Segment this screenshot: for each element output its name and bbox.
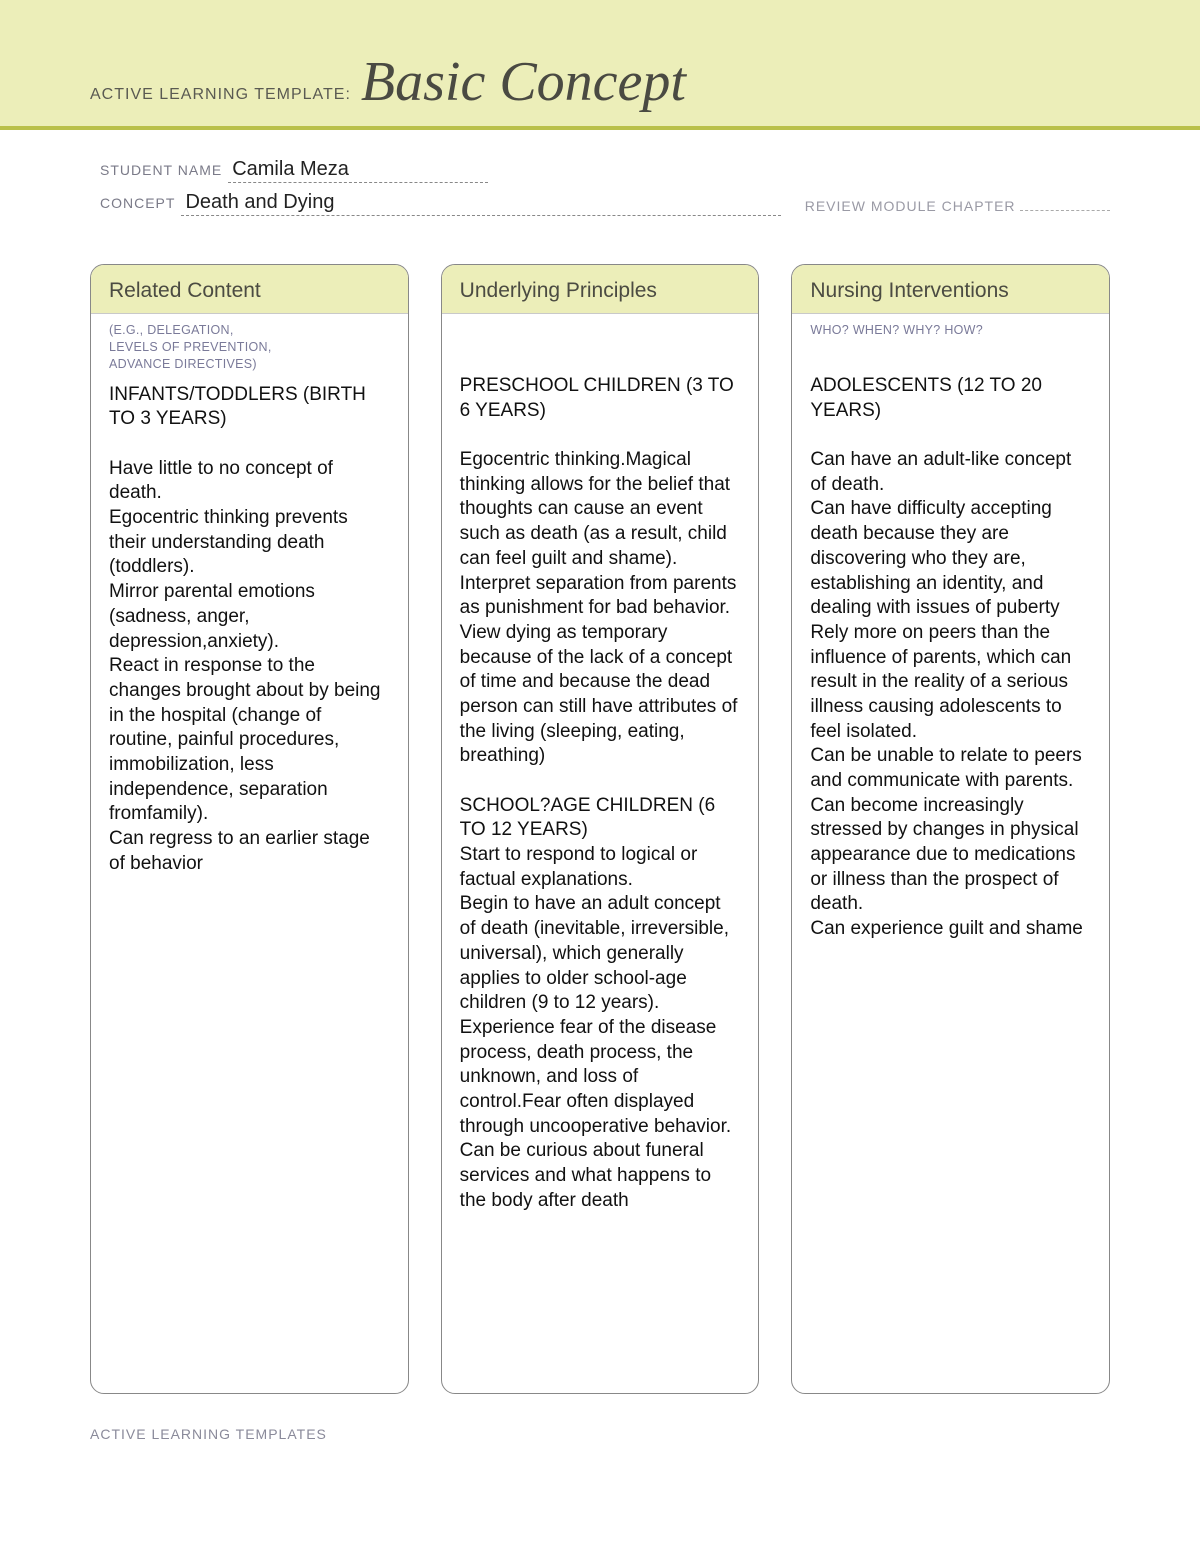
review-blank [1020, 199, 1110, 211]
meta-section: STUDENT NAME Camila Meza CONCEPT Death a… [0, 130, 1200, 234]
card-underlying-principles: Underlying Principles PRESCHOOL CHILDREN… [441, 264, 760, 1394]
banner: ACTIVE LEARNING TEMPLATE: Basic Concept [0, 0, 1200, 130]
card-header: Related Content [91, 265, 408, 314]
card-body: INFANTS/TODDLERS (BIRTH TO 3 YEARS) Have… [91, 377, 408, 895]
student-label: STUDENT NAME [100, 162, 222, 178]
student-row: STUDENT NAME Camila Meza [100, 158, 781, 183]
card-header: Underlying Principles [442, 265, 759, 314]
banner-prefix: ACTIVE LEARNING TEMPLATE: [90, 86, 351, 114]
footer: ACTIVE LEARNING TEMPLATES [0, 1414, 1200, 1466]
page: ACTIVE LEARNING TEMPLATE: Basic Concept … [0, 0, 1200, 1466]
card-sub: (E.G., DELEGATION, LEVELS OF PREVENTION,… [91, 314, 408, 377]
review-module: REVIEW MODULE CHAPTER [805, 198, 1110, 224]
meta-left: STUDENT NAME Camila Meza CONCEPT Death a… [100, 158, 781, 224]
card-body: PRESCHOOL CHILDREN (3 TO 6 YEARS) Egocen… [442, 368, 759, 1231]
concept-label: CONCEPT [100, 195, 175, 211]
card-body: ADOLESCENTS (12 TO 20 YEARS) Can have an… [792, 368, 1109, 960]
card-sub: WHO? WHEN? WHY? HOW? [792, 314, 1109, 368]
review-label: REVIEW MODULE CHAPTER [805, 198, 1016, 214]
student-value: Camila Meza [228, 158, 488, 183]
concept-row: CONCEPT Death and Dying [100, 191, 781, 216]
card-sub [442, 314, 759, 368]
banner-title: Basic Concept [361, 50, 686, 114]
card-nursing-interventions: Nursing Interventions WHO? WHEN? WHY? HO… [791, 264, 1110, 1394]
card-related-content: Related Content (E.G., DELEGATION, LEVEL… [90, 264, 409, 1394]
concept-value: Death and Dying [181, 191, 781, 216]
columns: Related Content (E.G., DELEGATION, LEVEL… [0, 234, 1200, 1414]
card-header: Nursing Interventions [792, 265, 1109, 314]
